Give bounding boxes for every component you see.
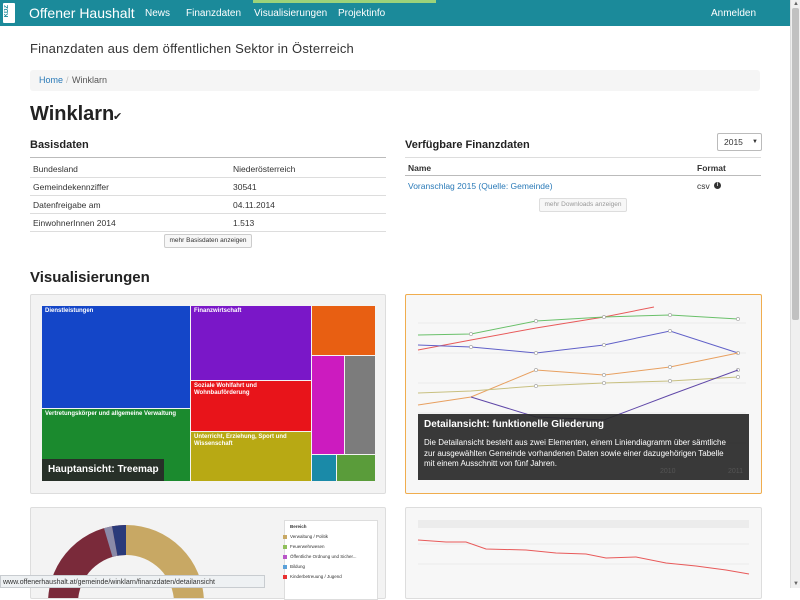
divider (30, 195, 386, 196)
divider (30, 177, 386, 178)
breadcrumb: Home / Winklarn (30, 70, 760, 91)
detail-caption: Detailansicht: funktionelle Gliederung D… (418, 414, 749, 480)
detail-caption-title: Detailansicht: funktionelle Gliederung (424, 419, 605, 430)
treemap-caption-title: Hauptansicht: Treemap (48, 464, 159, 475)
more-downloads-button[interactable]: mehr Downloads anzeigen (539, 198, 627, 212)
basis-value-datenfreigabe: 04.11.2014 (233, 200, 275, 210)
basis-value-gkz: 30541 (233, 182, 257, 192)
breadcrumb-current: Winklarn (72, 75, 108, 85)
legend-label: Bildung (290, 564, 306, 569)
login-link[interactable]: Anmelden (711, 8, 757, 19)
legend-swatch (283, 575, 287, 579)
treemap-tile-unterricht[interactable]: Unterricht, Erziehung, Sport und Wissens… (191, 432, 311, 481)
chevron-down-icon: ▼ (752, 139, 758, 145)
basis-label-bundesland: Bundesland (33, 164, 78, 174)
legend-label: Öffentliche Ordnung und Sicher... (290, 554, 357, 559)
legend-label: Kinderbetreuung / Jugend (290, 574, 342, 579)
breadcrumb-separator: / (66, 75, 69, 85)
breadcrumb-home-link[interactable]: Home (39, 75, 64, 85)
basis-value-einwohner: 1.513 (233, 218, 255, 228)
detail-card[interactable]: Detailansicht: funktionelle Gliederung D… (405, 294, 762, 494)
nav-item-visualisierungen[interactable]: Visualisierungen (254, 8, 328, 19)
basis-label-datenfreigabe: Datenfreigabe am (33, 200, 101, 210)
nav-item-projektinfo[interactable]: Projektinfo (338, 8, 386, 19)
treemap-tile-orange[interactable] (312, 306, 375, 355)
divider (405, 157, 761, 158)
treemap-card[interactable]: Dienstleistungen Finanzwirtschaft Vertre… (30, 294, 386, 494)
check-icon: ✔ (113, 111, 123, 123)
info-icon[interactable]: i (714, 182, 721, 189)
x-tick-2010: 2010 (660, 468, 676, 475)
basis-value-bundesland: Niederösterreich (233, 164, 296, 174)
treemap-tile-finanzwirtschaft[interactable]: Finanzwirtschaft (191, 306, 311, 380)
legend-label: Verwaltung / Politik (290, 534, 329, 539)
legend-header: Bereich (290, 524, 307, 529)
page-title: Winklarn (30, 103, 115, 125)
legend-swatch (283, 545, 287, 549)
more-basisdaten-button[interactable]: mehr Basisdaten anzeigen (164, 234, 252, 248)
donut-legend (284, 520, 378, 600)
nav-item-finanzdaten[interactable]: Finanzdaten (186, 8, 242, 19)
finanzdaten-heading: Verfügbare Finanzdaten (405, 139, 530, 151)
detail-caption-text: Die Detailansicht besteht aus zwei Eleme… (424, 438, 726, 468)
kdz-logo[interactable]: KDZ (3, 3, 15, 23)
treemap-caption: Hauptansicht: Treemap (42, 459, 164, 481)
navbar: KDZ Offener Haushalt News Finanzdaten Vi… (0, 0, 790, 26)
col-header-format: Format (697, 163, 726, 173)
detail-line-chart (417, 306, 746, 444)
format-value: csv (697, 181, 710, 191)
treemap-tile-small[interactable] (337, 455, 375, 481)
basis-label-gkz: Gemeindekennziffer (33, 182, 109, 192)
page-scrollbar[interactable]: ▲ ▼ (790, 0, 800, 588)
treemap: Dienstleistungen Finanzwirtschaft Vertre… (42, 306, 375, 481)
legend-swatch (283, 535, 287, 539)
logo-text: KDZ (4, 5, 10, 18)
treemap-tile-dienstleistungen[interactable]: Dienstleistungen (42, 306, 190, 408)
brand-link[interactable]: Offener Haushalt (29, 5, 135, 21)
legend-swatch (283, 565, 287, 569)
divider (405, 175, 761, 176)
treemap-tile-gray[interactable] (345, 356, 375, 454)
col-header-name: Name (408, 163, 432, 173)
treemap-tile-magenta[interactable] (312, 356, 344, 454)
page-subtitle: Finanzdaten aus dem öffentlichen Sektor … (30, 41, 354, 56)
divider (30, 157, 386, 158)
year-select[interactable]: 2015 ▼ (717, 133, 762, 151)
x-tick-2011: 2011 (728, 468, 744, 475)
scroll-down-arrow-icon[interactable]: ▼ (793, 581, 799, 587)
nav-item-news[interactable]: News (145, 8, 171, 19)
divider (30, 231, 386, 232)
treemap-tile-teal[interactable] (312, 455, 336, 481)
divider (30, 213, 386, 214)
status-bar-url: www.offenerhaushalt.at/gemeinde/winklarn… (0, 575, 265, 588)
nav-active-indicator (253, 0, 436, 3)
scrollbar-thumb[interactable] (792, 8, 799, 320)
voranschlag-link[interactable]: Voranschlag 2015 (Quelle: Gemeinde) (408, 181, 553, 191)
trend-card[interactable] (405, 507, 762, 599)
visualisierungen-heading: Visualisierungen (30, 269, 150, 286)
treemap-tile-soziale-wohlfahrt[interactable]: Soziale Wohlfahrt und Wohnbauförderung (191, 381, 311, 431)
legend-swatch (283, 555, 287, 559)
basisdaten-heading: Basisdaten (30, 139, 89, 151)
scroll-up-arrow-icon[interactable]: ▲ (793, 1, 799, 7)
basis-label-einwohner: EinwohnerInnen 2014 (33, 218, 116, 228)
legend-label: Feuerwehrwesen (290, 544, 325, 549)
year-select-value: 2015 (724, 137, 743, 147)
trend-line-chart (417, 520, 750, 575)
